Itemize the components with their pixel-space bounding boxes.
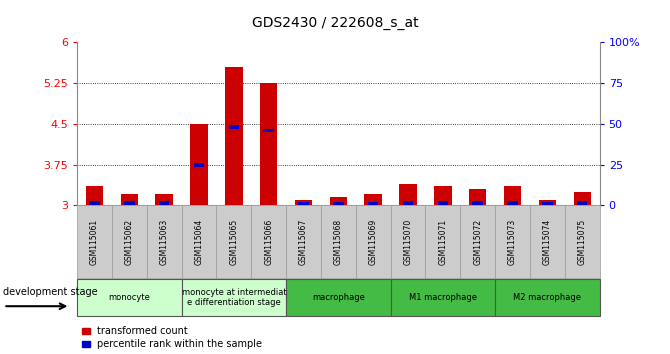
Bar	[391, 205, 425, 278]
Bar	[504, 186, 521, 205]
Bar	[225, 67, 243, 205]
Bar	[295, 200, 312, 205]
Bar	[190, 124, 208, 205]
Bar	[391, 279, 495, 316]
Bar	[286, 279, 391, 316]
Text: GSM115074: GSM115074	[543, 218, 552, 265]
Bar	[182, 205, 216, 278]
Text: M2 macrophage: M2 macrophage	[513, 293, 582, 302]
Bar	[472, 201, 483, 205]
Bar	[194, 163, 204, 166]
Text: M1 macrophage: M1 macrophage	[409, 293, 477, 302]
Bar	[364, 194, 382, 205]
Text: monocyte: monocyte	[109, 293, 150, 302]
Bar	[112, 205, 147, 278]
Bar	[333, 202, 344, 206]
Bar	[539, 200, 556, 205]
Bar	[495, 205, 530, 278]
Bar	[216, 205, 251, 278]
Bar	[399, 184, 417, 205]
Bar	[77, 279, 182, 316]
Bar	[565, 205, 600, 278]
Bar	[530, 205, 565, 278]
Bar	[368, 202, 379, 206]
Text: GSM115061: GSM115061	[90, 218, 99, 265]
Bar	[182, 279, 286, 316]
Bar	[159, 201, 170, 205]
Bar	[403, 201, 413, 205]
Bar	[577, 201, 588, 205]
Bar	[460, 205, 495, 278]
Bar	[330, 197, 347, 205]
Bar	[228, 125, 239, 129]
Bar	[251, 205, 286, 278]
Bar	[155, 194, 173, 205]
Bar	[542, 202, 553, 206]
Bar	[147, 205, 182, 278]
Bar	[77, 205, 112, 278]
Bar	[89, 201, 100, 205]
Bar	[574, 192, 591, 205]
Text: GDS2430 / 222608_s_at: GDS2430 / 222608_s_at	[252, 16, 418, 30]
Text: GSM115069: GSM115069	[369, 218, 378, 265]
Legend: transformed count, percentile rank within the sample: transformed count, percentile rank withi…	[82, 326, 263, 349]
Bar	[124, 201, 135, 205]
Text: GSM115066: GSM115066	[264, 218, 273, 265]
Bar	[121, 194, 138, 205]
Text: GSM115070: GSM115070	[403, 218, 413, 265]
Text: GSM115062: GSM115062	[125, 218, 134, 265]
Text: development stage: development stage	[3, 287, 98, 297]
Text: GSM115071: GSM115071	[438, 218, 448, 265]
Bar	[321, 205, 356, 278]
Text: GSM115063: GSM115063	[159, 218, 169, 265]
Text: GSM115068: GSM115068	[334, 218, 343, 265]
Text: GSM115075: GSM115075	[578, 218, 587, 265]
Bar	[469, 189, 486, 205]
Text: GSM115064: GSM115064	[194, 218, 204, 265]
Bar	[507, 201, 518, 205]
Text: macrophage: macrophage	[312, 293, 364, 302]
Bar	[434, 186, 452, 205]
Bar	[495, 279, 600, 316]
Text: GSM115067: GSM115067	[299, 218, 308, 265]
Text: GSM115065: GSM115065	[229, 218, 239, 265]
Text: monocyte at intermediat
e differentiation stage: monocyte at intermediat e differentiatio…	[182, 288, 286, 307]
Bar	[86, 186, 103, 205]
Bar	[438, 201, 448, 205]
Bar	[286, 205, 321, 278]
Bar	[260, 83, 277, 205]
Bar	[298, 202, 309, 206]
Text: GSM115073: GSM115073	[508, 218, 517, 265]
Text: GSM115072: GSM115072	[473, 218, 482, 265]
Bar	[356, 205, 391, 278]
Bar	[425, 205, 460, 278]
Bar	[263, 129, 274, 132]
